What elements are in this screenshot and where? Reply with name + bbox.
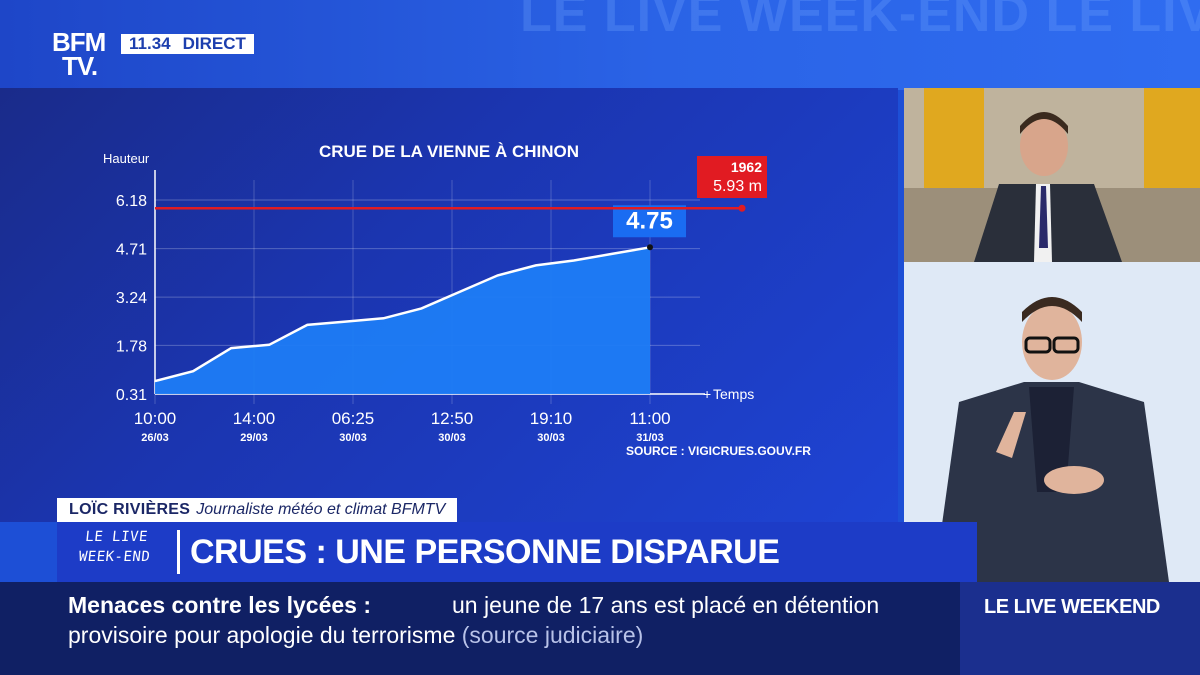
headline-bar: LE LIVE WEEK-END CRUES : UNE PERSONNE DI…	[57, 522, 977, 582]
y-tick-label: 1.78	[116, 338, 147, 355]
chart-source: SOURCE : VIGICRUES.GOUV.FR	[626, 444, 811, 458]
live-label: DIRECT	[182, 34, 246, 53]
reference-year: 1962	[731, 159, 762, 175]
ticker-line2: provisoire pour apologie du terrorisme (…	[68, 622, 643, 649]
series-point	[230, 347, 232, 349]
x-tick-date: 31/03	[636, 432, 664, 444]
ticker-source: (source judiciaire)	[461, 622, 644, 648]
x-tick-time: 12:50	[431, 409, 474, 428]
series-point	[268, 343, 271, 346]
interpreter-image	[904, 262, 1200, 582]
series-point	[611, 253, 613, 255]
last-point-marker	[647, 244, 653, 251]
logo-line2: TV.	[62, 51, 98, 81]
series-point	[154, 380, 156, 382]
show-tag-line1: LE LIVE	[84, 529, 149, 545]
x-tick-time: 19:10	[530, 409, 573, 428]
x-tick-date: 30/03	[339, 432, 367, 444]
series-point	[344, 320, 347, 323]
x-tick-date: 30/03	[438, 432, 466, 444]
clock-time: 11.34	[129, 34, 171, 53]
series-point	[306, 324, 309, 326]
last-value-label: 4.75	[626, 207, 673, 234]
show-tag: LE LIVE WEEK-END	[60, 527, 169, 577]
x-tick-time: 10:00	[134, 409, 177, 428]
brand-label: LE LIVE WEEKEND	[984, 596, 1160, 618]
chart-title: CRUE DE LA VIENNE À CHINON	[319, 142, 579, 161]
ticker-line1: un jeune de 17 ans est placé en détentio…	[452, 592, 880, 618]
series-line	[154, 246, 651, 383]
headline: CRUES : UNE PERSONNE DISPARUE	[190, 532, 780, 571]
x-axis-label: Temps	[713, 386, 754, 402]
x-tick-time: 14:00	[233, 409, 276, 428]
y-tick-label: 4.71	[116, 242, 147, 259]
bfmtv-logo: BFM TV.	[52, 27, 116, 84]
reference-badge	[697, 156, 767, 198]
show-tag-line2: WEEK-END	[77, 549, 152, 565]
background-watermark: LE LIVE WEEK-END LE LIVE WEEK-END LE LIV…	[520, 0, 1200, 43]
series-point	[573, 259, 575, 262]
speaker-name-bar: LOÏC RIVIÈRES Journaliste météo et clima…	[57, 498, 458, 522]
series-point	[192, 370, 194, 372]
x-axis-plus: +	[703, 386, 711, 402]
series-point	[382, 317, 385, 320]
clock-badge: 11.34 DIRECT	[121, 34, 254, 54]
presenter-image	[904, 88, 1200, 262]
series-point	[458, 291, 461, 293]
flood-chart: CRUE DE LA VIENNE À CHINON Hauteur 0.31 1.7…	[103, 142, 811, 458]
headline-separator	[177, 530, 180, 574]
x-tick-time: 06:25	[332, 409, 375, 428]
presenter-video	[904, 88, 1200, 262]
x-tick-date: 29/03	[240, 432, 268, 444]
last-value-badge	[613, 205, 686, 238]
logo-line1: BFM	[52, 27, 106, 57]
series-area	[155, 247, 650, 394]
series-point	[420, 307, 423, 310]
reference-value: 5.93 m	[713, 178, 762, 195]
reference-end-marker	[738, 204, 746, 212]
y-axis-label: Hauteur	[103, 151, 150, 166]
x-tick-date: 30/03	[537, 432, 565, 444]
y-tick-label: 0.31	[116, 387, 147, 404]
x-tick-time: 11:00	[629, 409, 670, 428]
news-ticker: Menaces contre les lycées : un jeune de …	[0, 582, 960, 675]
x-tick-date: 26/03	[141, 432, 169, 444]
series-point	[534, 264, 537, 267]
speaker-title: Journaliste météo et climat BFMTV	[196, 501, 446, 518]
ticker-line2-text: provisoire pour apologie du terrorisme	[68, 622, 456, 648]
brand-box: LE LIVE WEEKEND	[960, 582, 1200, 675]
chart-panel: CRUE DE LA VIENNE À CHINON Hauteur 0.31 1.7…	[0, 88, 898, 522]
ticker-lead: Menaces contre les lycées :	[68, 592, 371, 618]
series-point	[496, 274, 499, 277]
y-tick-label: 6.18	[116, 193, 147, 210]
speaker-name: LOÏC RIVIÈRES	[69, 501, 191, 518]
sign-language-video	[904, 262, 1200, 582]
y-tick-label: 3.24	[116, 290, 147, 307]
